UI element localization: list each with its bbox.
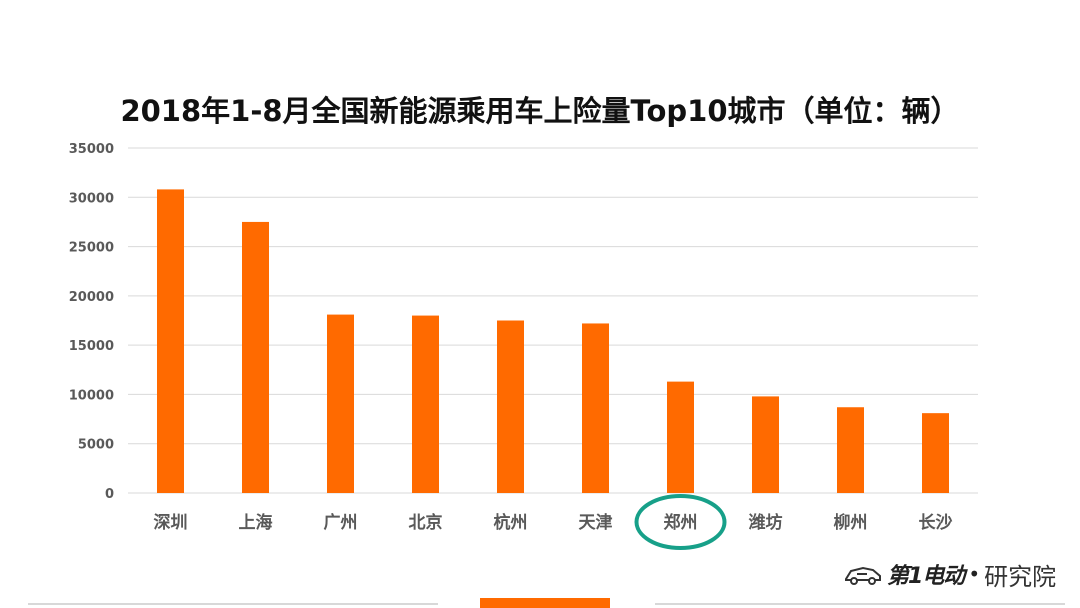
bar [837,407,864,493]
x-tick-label: 潍坊 [749,512,783,533]
y-tick-label: 20000 [69,290,114,305]
x-tick-label: 北京 [409,512,443,533]
y-tick-label: 25000 [69,241,114,256]
chart-title: 2018年1-8月全国新能源乘用车上险量Top10城市（单位：辆） [120,94,960,128]
footer-line-left [28,603,438,605]
logo: 第1电动 • 研究院 [843,557,1058,591]
bar [752,396,779,493]
bar [327,314,354,493]
x-tick-label: 天津 [579,512,613,533]
bar [667,381,694,493]
bar [497,320,524,493]
y-tick-label: 15000 [69,339,114,354]
x-tick-label: 广州 [324,512,358,533]
bar [582,323,609,493]
highlight-circle [634,494,727,550]
car-icon [845,566,881,585]
x-tick-label: 柳州 [834,512,868,533]
footer-line-right [655,603,1065,605]
bar [157,189,184,493]
x-tick-label: 深圳 [154,512,188,533]
y-tick-label: 10000 [69,388,114,403]
x-tick-label: 杭州 [494,512,528,533]
bar [242,221,269,493]
y-tick-label: 5000 [78,438,114,453]
x-tick-label: 郑州 [664,512,698,533]
footer-accent-bar [480,598,610,608]
bar [412,315,439,493]
y-tick-label: 35000 [69,142,114,157]
bar [922,413,949,493]
logo-institute: 研究院 [984,562,1057,591]
y-tick-label: 0 [105,487,114,502]
logo-separator: • [968,562,981,586]
x-tick-label: 上海 [239,512,273,533]
y-tick-label: 30000 [69,191,114,206]
logo-brand: 第1电动 [887,564,965,589]
x-tick-label: 长沙 [919,512,953,533]
